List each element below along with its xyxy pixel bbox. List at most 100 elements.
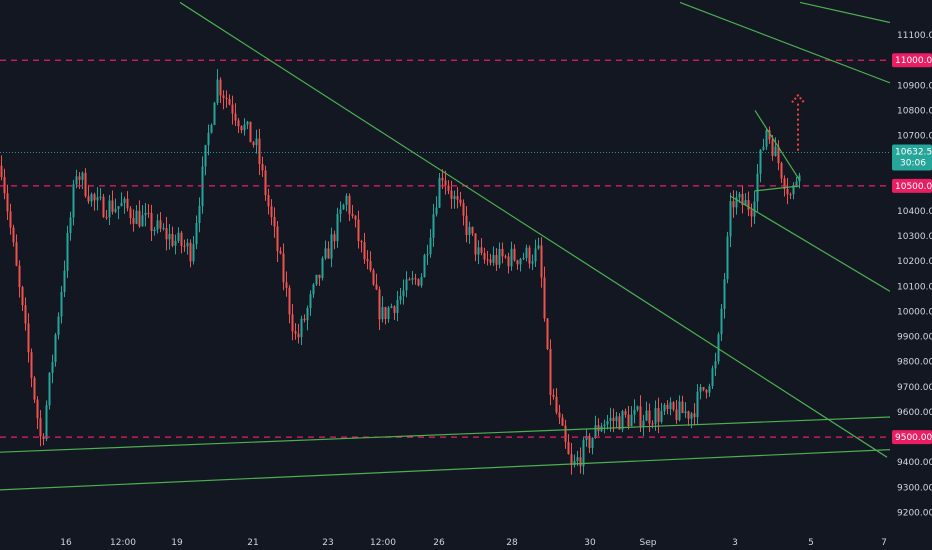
candle-body <box>318 274 321 279</box>
trend-line[interactable] <box>0 449 891 491</box>
candle-body <box>243 124 246 131</box>
trend-line[interactable] <box>754 110 801 182</box>
time-axis[interactable]: 16 12:00 19 21 23 12:00 26 28 30 Sep 3 5 7 <box>60 538 887 548</box>
candle-body <box>63 270 66 292</box>
candle-body <box>774 146 777 156</box>
candle-body <box>525 247 528 258</box>
candle-body <box>57 316 60 335</box>
countdown-label: 30:06 <box>900 159 926 169</box>
candle-body <box>729 201 732 237</box>
candle-body <box>363 242 366 260</box>
candle-body <box>147 212 150 214</box>
candle-body <box>540 245 543 278</box>
candle-body <box>177 232 180 241</box>
y-tick-label: 9900.00 <box>897 333 932 343</box>
candle-body <box>345 195 348 205</box>
candle-body <box>342 204 345 210</box>
y-tick-label: 10000.00 <box>897 307 932 317</box>
candle-body <box>576 457 579 461</box>
trend-line[interactable] <box>754 185 801 192</box>
candle-body <box>696 391 699 418</box>
price-level-badge <box>892 53 932 68</box>
x-tick-label: 3 <box>732 538 738 548</box>
price-axis[interactable]: 9200.00 9300.00 9400.00 9500.00 9600.00 9700.… <box>890 0 932 550</box>
candle-body <box>258 138 261 165</box>
current-price-badge <box>892 144 932 171</box>
candle-body <box>51 362 54 373</box>
candle-body <box>582 439 585 467</box>
candle-body <box>126 198 129 209</box>
candle-body <box>492 255 495 263</box>
candle-body <box>138 210 141 227</box>
candle-body <box>759 149 762 174</box>
candle-body <box>225 98 228 100</box>
candle-body <box>39 418 42 437</box>
candle-body <box>78 176 81 180</box>
candle-body <box>798 175 801 182</box>
candle-body <box>588 435 591 448</box>
candle-body <box>279 251 282 254</box>
candle-body <box>168 233 171 240</box>
trend-line[interactable] <box>729 195 891 292</box>
candle-body <box>360 241 363 243</box>
candle-body <box>585 435 588 440</box>
candle-body <box>393 306 396 313</box>
candle-body <box>288 287 291 315</box>
candle-body <box>351 214 354 216</box>
candle-body <box>339 209 342 214</box>
candle-body <box>357 219 360 242</box>
candle-body <box>222 95 225 99</box>
candle-body <box>27 323 30 353</box>
y-tick-label: 10100.00 <box>897 282 932 292</box>
y-tick-label: 10400.00 <box>897 207 932 217</box>
candle-body <box>132 218 135 224</box>
candle-body <box>693 413 696 418</box>
candle-body <box>384 307 387 320</box>
trend-line[interactable] <box>0 416 891 453</box>
candle-body <box>411 278 414 280</box>
candle-body <box>210 124 213 133</box>
candle-body <box>36 399 39 419</box>
trend-line[interactable] <box>679 1 891 84</box>
candle-body <box>309 294 312 309</box>
candle-body <box>459 199 462 204</box>
x-tick-label: 30 <box>584 538 596 548</box>
candle-body <box>465 215 468 235</box>
candle-body <box>60 291 63 317</box>
candle-body <box>750 209 753 217</box>
candle-body <box>741 194 744 206</box>
candle-body <box>273 216 276 227</box>
candle-body <box>447 185 450 191</box>
candle-body <box>666 404 669 410</box>
candle-body <box>630 414 633 427</box>
x-tick-label: 21 <box>247 538 258 548</box>
candle-body <box>570 454 573 466</box>
candle-body <box>30 352 33 378</box>
candle-body <box>123 198 126 203</box>
y-tick-label: 10800.00 <box>897 106 932 116</box>
candle-body <box>489 259 492 263</box>
candle-body <box>219 79 222 96</box>
candle-body <box>93 194 96 201</box>
candle-body <box>156 220 159 230</box>
candle-body <box>627 414 630 427</box>
candle-body <box>6 193 9 212</box>
candle-body <box>48 372 51 406</box>
trend-line[interactable] <box>179 1 888 458</box>
candle-body <box>195 222 198 245</box>
trend-line[interactable] <box>799 1 891 24</box>
current-price-label: 10632.50 <box>895 148 932 158</box>
candle-body <box>636 406 639 410</box>
candle-body <box>711 368 714 387</box>
candle-body <box>414 278 417 280</box>
candle-body <box>690 413 693 419</box>
candle-body <box>702 387 705 390</box>
candle-body <box>129 208 132 219</box>
candle-body <box>285 282 288 288</box>
candle-body <box>771 139 774 156</box>
candle-body <box>15 242 18 266</box>
candle-body <box>531 261 534 264</box>
candle-body <box>612 417 615 422</box>
